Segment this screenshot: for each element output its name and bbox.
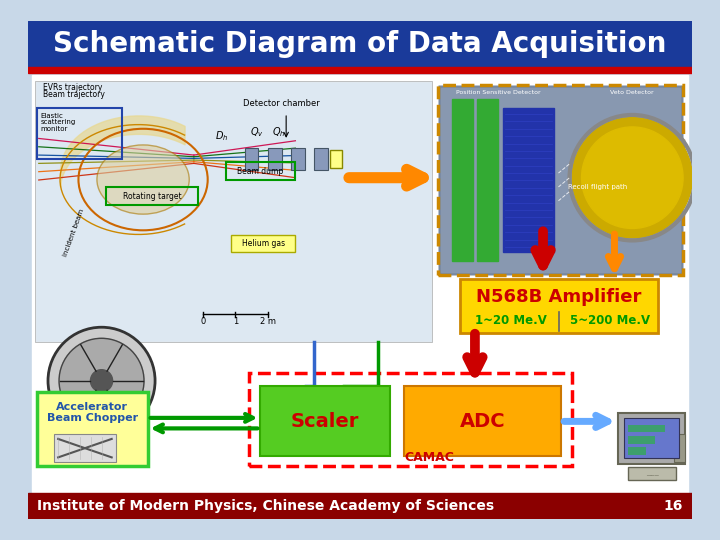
Text: 5~200 Me.V: 5~200 Me.V bbox=[570, 314, 651, 327]
Bar bbox=[27, 494, 693, 519]
Ellipse shape bbox=[97, 145, 189, 214]
Text: 2 m: 2 m bbox=[260, 317, 276, 326]
Bar bbox=[37, 83, 430, 340]
Text: Elastic: Elastic bbox=[40, 113, 63, 119]
Text: monitor: monitor bbox=[40, 126, 68, 132]
Bar bbox=[503, 109, 554, 252]
Text: ___: ___ bbox=[647, 467, 659, 476]
Bar bbox=[231, 235, 295, 252]
Bar bbox=[452, 99, 472, 261]
Bar bbox=[37, 392, 148, 465]
Text: Beam Chopper: Beam Chopper bbox=[47, 413, 138, 423]
Bar bbox=[245, 148, 258, 170]
Bar bbox=[459, 279, 658, 333]
Text: $Q_v$: $Q_v$ bbox=[250, 125, 264, 139]
Text: 1~20 Me.V: 1~20 Me.V bbox=[475, 314, 547, 327]
Bar bbox=[618, 413, 685, 464]
Bar bbox=[53, 434, 117, 462]
Text: 0: 0 bbox=[200, 317, 206, 326]
Bar bbox=[314, 148, 328, 170]
Text: Helium gas: Helium gas bbox=[241, 239, 284, 248]
Bar bbox=[27, 21, 693, 67]
Circle shape bbox=[59, 338, 144, 423]
Bar bbox=[674, 434, 685, 462]
Bar bbox=[226, 162, 295, 180]
Bar bbox=[628, 467, 675, 481]
Bar bbox=[441, 88, 680, 272]
Text: $D_h$: $D_h$ bbox=[215, 129, 228, 143]
Bar bbox=[37, 109, 122, 159]
Circle shape bbox=[582, 127, 683, 228]
Bar bbox=[27, 67, 693, 73]
Text: Schematic Diagram of Data Acquisition: Schematic Diagram of Data Acquisition bbox=[53, 30, 667, 58]
Circle shape bbox=[48, 327, 155, 434]
Text: Beam trajectory: Beam trajectory bbox=[43, 90, 105, 99]
Text: incident beam: incident beam bbox=[63, 208, 85, 258]
Bar bbox=[291, 148, 305, 170]
Bar bbox=[261, 386, 390, 456]
Text: scattering: scattering bbox=[40, 119, 76, 125]
Circle shape bbox=[572, 118, 693, 238]
Bar bbox=[32, 75, 688, 491]
Text: Detector chamber: Detector chamber bbox=[243, 99, 320, 109]
Text: 1: 1 bbox=[233, 317, 238, 326]
Text: CAMAC: CAMAC bbox=[405, 451, 454, 464]
Text: Institute of Modern Physics, Chinese Academy of Sciences: Institute of Modern Physics, Chinese Aca… bbox=[37, 500, 494, 514]
Bar bbox=[249, 373, 572, 465]
Text: Beam dump: Beam dump bbox=[237, 167, 284, 176]
Bar bbox=[405, 386, 561, 456]
Bar bbox=[438, 85, 683, 275]
Bar bbox=[477, 99, 498, 261]
Text: Scaler: Scaler bbox=[291, 412, 359, 431]
Text: Position Sensitive Detector: Position Sensitive Detector bbox=[456, 90, 541, 95]
Text: Veto Detector: Veto Detector bbox=[611, 90, 654, 95]
Bar bbox=[628, 447, 646, 455]
Bar bbox=[106, 187, 199, 205]
Text: $Q_h$: $Q_h$ bbox=[272, 125, 286, 139]
Bar bbox=[330, 150, 341, 168]
Bar bbox=[628, 436, 655, 443]
Circle shape bbox=[91, 370, 112, 392]
Bar bbox=[35, 81, 432, 342]
Bar bbox=[624, 418, 680, 458]
Bar bbox=[628, 425, 665, 433]
Text: 16: 16 bbox=[664, 500, 683, 514]
Text: Recoil flight path: Recoil flight path bbox=[567, 184, 627, 190]
Text: EVRs trajectory: EVRs trajectory bbox=[43, 83, 103, 92]
Text: Rotating target: Rotating target bbox=[123, 192, 181, 201]
Bar bbox=[268, 148, 282, 170]
Text: N568B Amplifier: N568B Amplifier bbox=[476, 288, 642, 306]
Text: Accelerator: Accelerator bbox=[56, 402, 128, 411]
Text: ADC: ADC bbox=[460, 412, 505, 431]
